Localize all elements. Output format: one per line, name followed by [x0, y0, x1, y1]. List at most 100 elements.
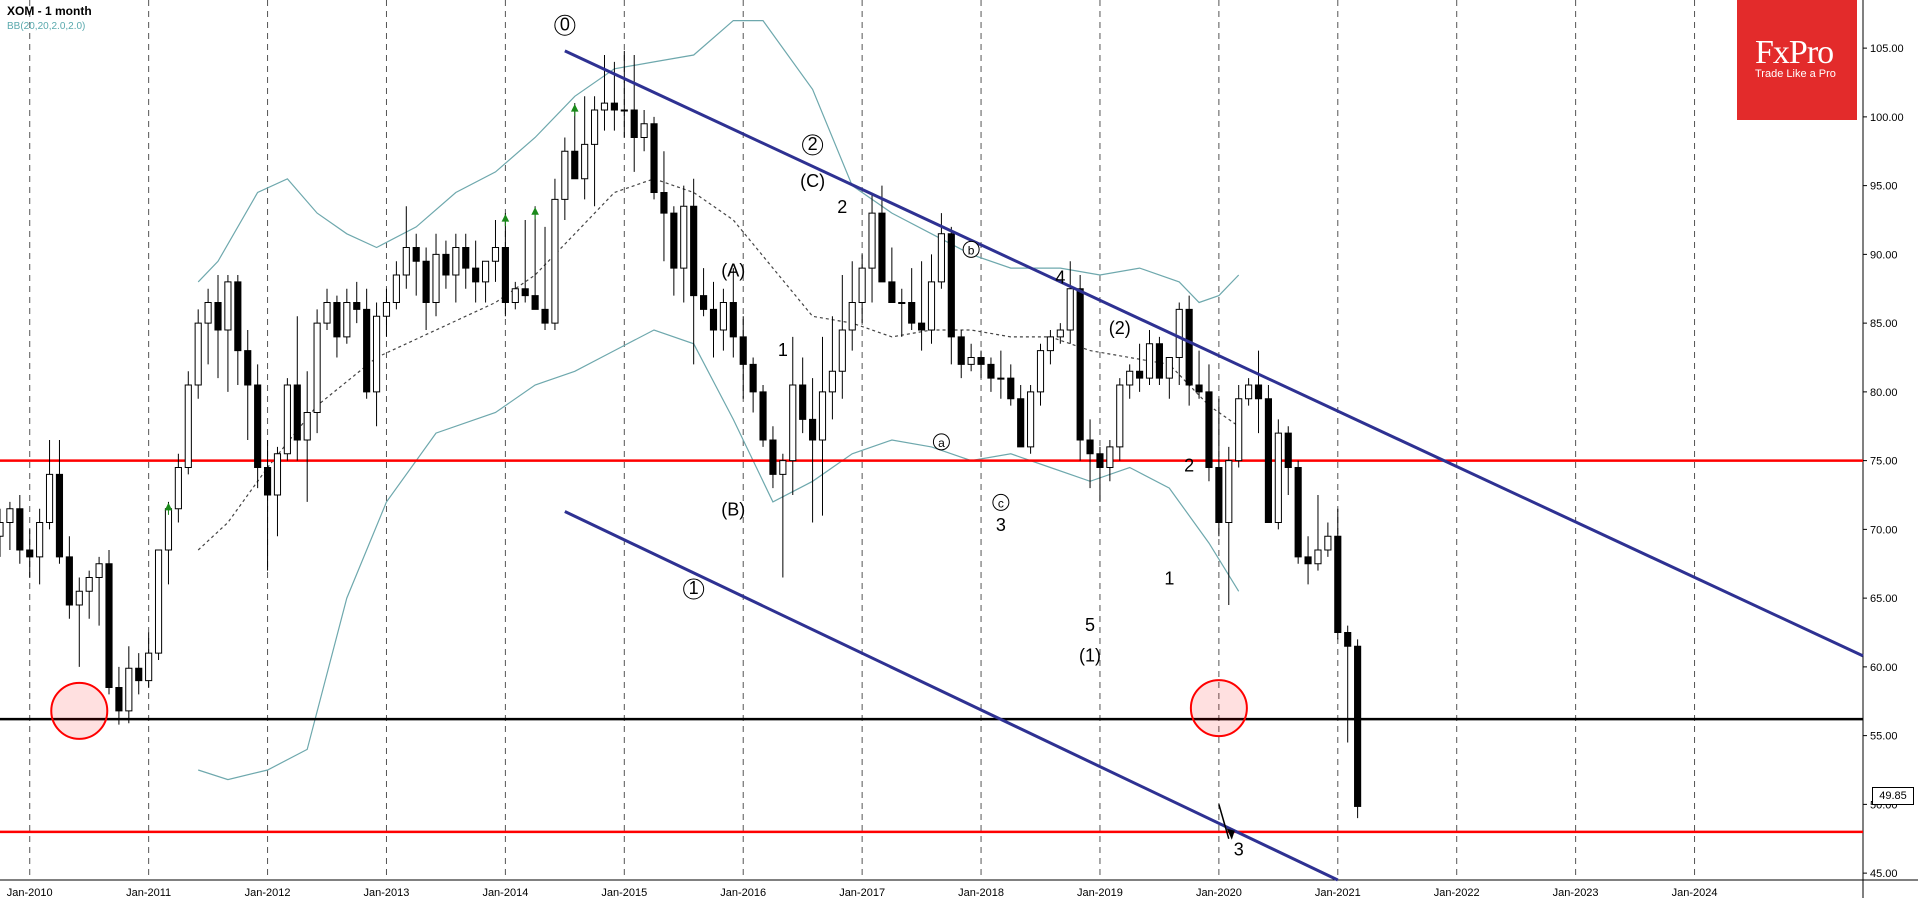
signal-up-arrow [531, 207, 539, 220]
wave-label: 0 [554, 14, 576, 36]
candle [511, 281, 519, 310]
candle [432, 233, 440, 317]
wave-label: 4 [1055, 267, 1065, 287]
fxpro-logo: FxPro Trade Like a Pro [1737, 0, 1857, 120]
candle [1225, 446, 1233, 605]
candle [1185, 295, 1193, 406]
wave-label-circle [683, 578, 705, 600]
candle [967, 343, 975, 372]
candle [462, 233, 470, 289]
x-tick-label: Jan-2017 [839, 887, 885, 898]
candle [1334, 508, 1342, 640]
candle-body [1017, 398, 1025, 448]
candle [323, 288, 331, 330]
candle-body [650, 123, 658, 193]
candle-body [45, 473, 54, 523]
candle [1056, 323, 1064, 344]
bb-lower-band [198, 329, 1240, 781]
candle [125, 646, 133, 724]
x-tick-label: Jan-2012 [245, 887, 291, 898]
candle [1106, 440, 1114, 482]
bb-upper-band [197, 20, 1240, 304]
wave-label-text: (1) [1079, 645, 1101, 665]
candle [809, 378, 817, 523]
candle-body [1106, 446, 1114, 468]
candle [154, 549, 163, 660]
candle-body [1126, 370, 1134, 386]
candle [1136, 343, 1144, 392]
candle-body [858, 267, 866, 303]
candle [45, 440, 54, 530]
candle-body [581, 143, 589, 180]
candle-body [75, 590, 83, 606]
candle [353, 281, 361, 324]
candle [333, 295, 341, 358]
candle [591, 96, 599, 207]
candle-body [1314, 549, 1322, 565]
candle-body [125, 667, 133, 712]
channel-trendline [564, 49, 1864, 658]
candle-body [164, 508, 173, 551]
wave-label-text: 2 [808, 134, 818, 154]
candle [224, 275, 232, 392]
wave-label-text: 3 [996, 515, 1006, 535]
wave-label-text: c [998, 496, 1004, 510]
candle [363, 288, 371, 399]
y-tick-label: 90.00 [1870, 249, 1898, 261]
candle-body [1007, 377, 1015, 400]
candle-body [1205, 391, 1213, 468]
candle [1116, 378, 1124, 461]
candle [729, 268, 737, 358]
candle [541, 226, 549, 330]
candle-body [293, 384, 301, 441]
candle [6, 501, 14, 550]
candle-body [224, 281, 232, 331]
candle-body [1245, 384, 1253, 400]
candle [818, 336, 827, 516]
candle [0, 508, 4, 557]
candle-body [442, 253, 450, 276]
candle [769, 426, 777, 489]
candle [997, 350, 1005, 399]
candle-body [541, 308, 549, 324]
y-tick-label: 80.00 [1870, 387, 1898, 399]
candle-body [353, 302, 361, 310]
candle [194, 309, 202, 399]
candle [779, 453, 787, 578]
candle [739, 316, 747, 399]
candle [145, 632, 153, 688]
candle-body [700, 295, 708, 310]
candle [283, 378, 291, 461]
candle-body [947, 233, 955, 338]
wave-label: (A) [721, 260, 745, 280]
x-tick-label: Jan-2024 [1672, 887, 1718, 898]
candle [799, 357, 807, 434]
wave-label: 3 [1234, 839, 1244, 859]
candle [1036, 343, 1045, 406]
signal-up-arrow [164, 502, 173, 515]
candle-body [343, 302, 351, 338]
candle-body [1116, 384, 1124, 448]
wave-label-text: (2) [1109, 318, 1131, 338]
x-tick-label: Jan-2018 [958, 887, 1004, 898]
y-tick-label: 70.00 [1870, 524, 1898, 536]
candle [442, 240, 450, 289]
candle [452, 233, 460, 303]
candle-body [997, 377, 1005, 380]
candle-body [95, 563, 103, 578]
y-tick-label: 60.00 [1870, 662, 1898, 674]
candle-body [6, 508, 14, 523]
candle [16, 495, 24, 564]
candle-body [402, 247, 410, 276]
candle-body [1274, 432, 1282, 523]
candle [581, 96, 589, 200]
chart-symbol-label: XOM - 1 month [7, 4, 92, 18]
candle [1076, 275, 1084, 461]
candle-body [36, 522, 44, 558]
current-price-marker: 49.85 [1872, 787, 1914, 805]
candle [551, 178, 559, 330]
candle-body [729, 302, 737, 338]
candle-body [868, 212, 876, 269]
wave-label: 2 [802, 134, 824, 156]
